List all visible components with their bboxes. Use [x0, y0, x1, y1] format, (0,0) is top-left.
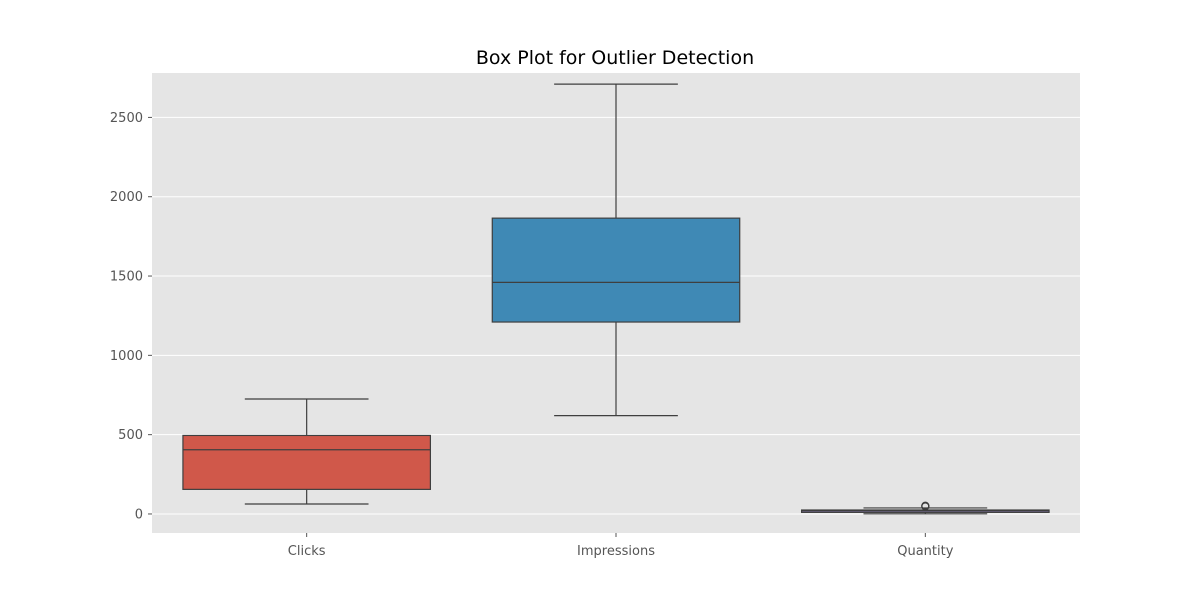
chart-title: Box Plot for Outlier Detection [476, 47, 754, 69]
outlier-point [921, 501, 930, 510]
y-tick-label: 500 [118, 428, 143, 443]
box-impressions [491, 83, 741, 417]
iqr-box [182, 434, 431, 490]
x-tick-label: Impressions [577, 544, 655, 559]
y-tick-label: 2000 [110, 190, 143, 205]
box-quantity [800, 501, 1050, 515]
y-tick-label: 0 [135, 507, 143, 522]
x-axis-ticks: Clicks Impressions Quantity [288, 533, 954, 559]
box-clicks [182, 398, 431, 505]
y-axis-ticks: 0 500 1000 1500 2000 2500 [110, 111, 152, 522]
x-tick-label: Clicks [288, 544, 326, 559]
boxes [182, 83, 1050, 515]
iqr-box [491, 217, 741, 323]
x-tick-label: Quantity [897, 544, 953, 559]
y-tick-label: 1500 [110, 270, 143, 285]
y-tick-label: 1000 [110, 349, 143, 364]
y-tick-label: 2500 [110, 111, 143, 126]
